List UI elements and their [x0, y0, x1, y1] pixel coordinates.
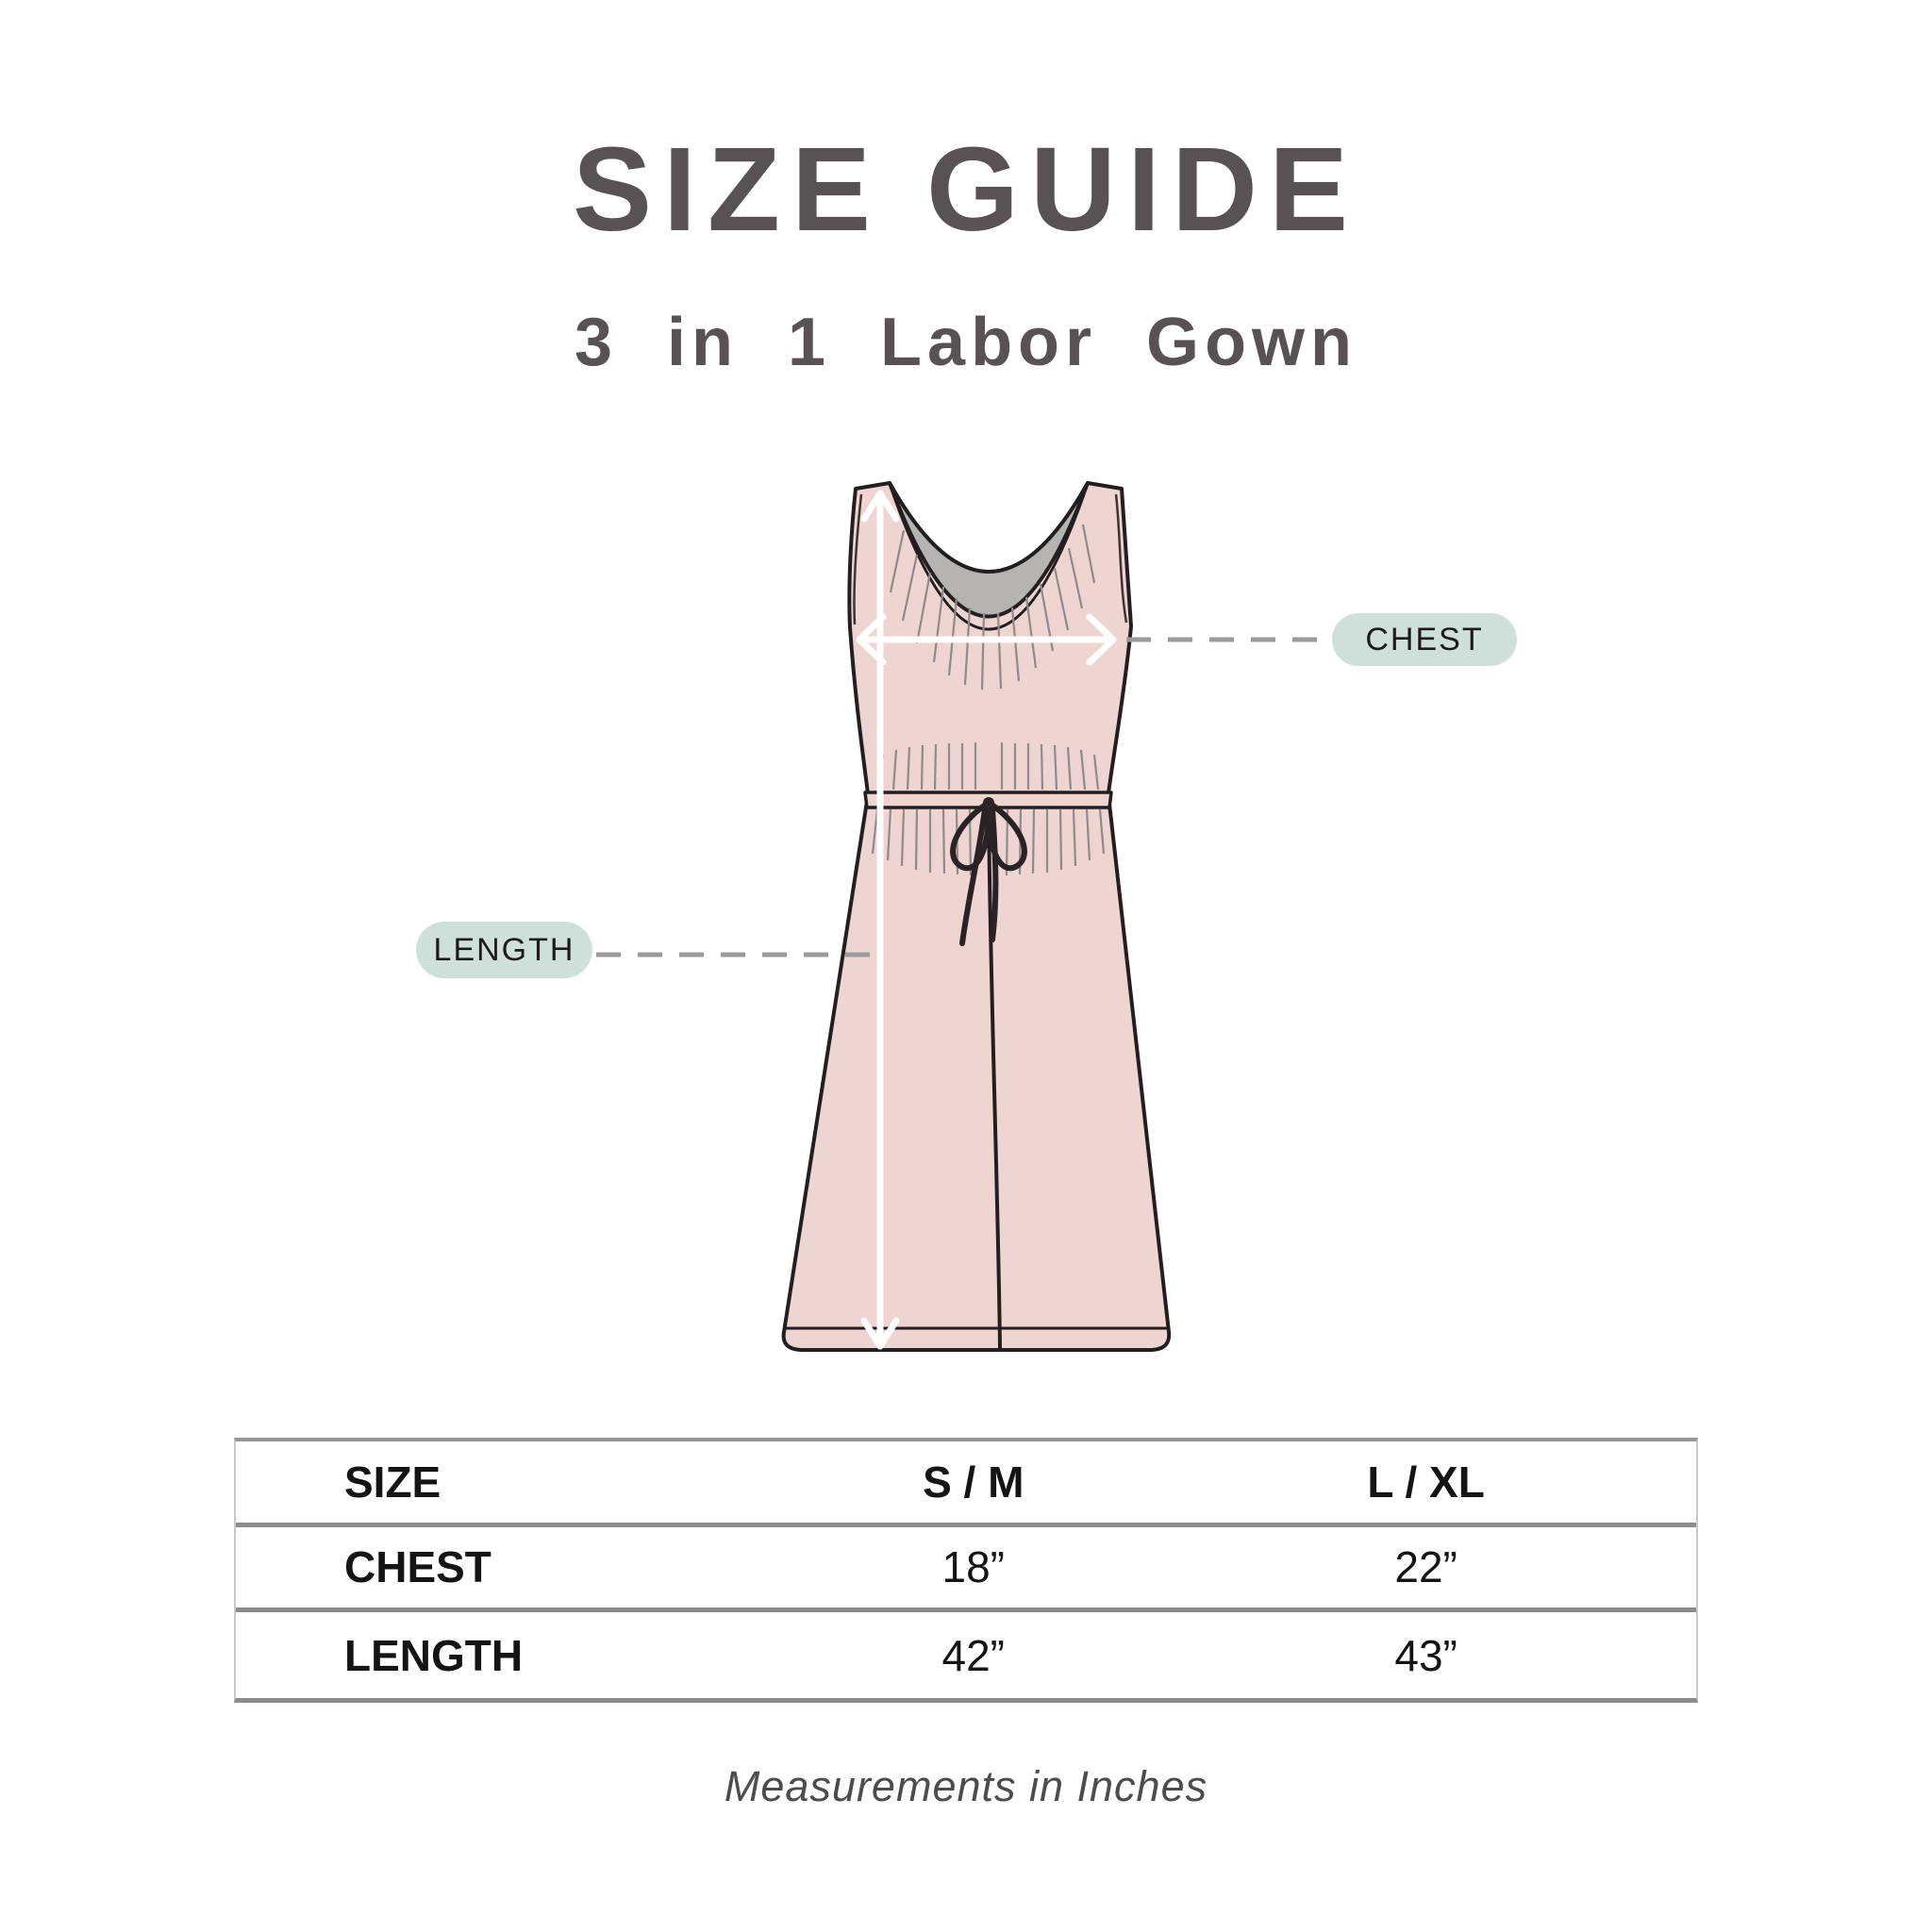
gown-skirt [781, 793, 1172, 1352]
length-value-sm: 42” [941, 1630, 1005, 1680]
length-label-pill: LENGTH [416, 922, 592, 978]
chest-arrow [856, 613, 1117, 666]
measurement-unit-note: Measurements in Inches [724, 1762, 1208, 1810]
drawstring-bow [950, 797, 1027, 946]
size-table: SIZE S / M L / XL CHEST 18” 22” LENGTH 4… [234, 1438, 1698, 1703]
table-header-row: SIZE S / M L / XL [236, 1441, 1696, 1527]
neckline-binding [891, 493, 1086, 631]
chest-label-pill: CHEST [1332, 613, 1517, 666]
table-row-chest: CHEST 18” 22” [236, 1527, 1696, 1613]
waist-gathers-bottom [871, 808, 1106, 876]
strap-binding [853, 493, 1128, 625]
chest-value-lxl: 22” [1394, 1542, 1457, 1592]
table-row-length: LENGTH 42” 43” [236, 1612, 1696, 1698]
page-title: SIZE GUIDE [572, 123, 1360, 256]
product-name-subtitle: 3 in 1 Labor Gown [574, 305, 1358, 380]
length-value-lxl: 43” [1394, 1630, 1457, 1680]
chest-value-sm: 18” [941, 1542, 1005, 1592]
column-header-sm: S / M [923, 1457, 1024, 1507]
column-header-size: SIZE [344, 1457, 441, 1507]
row-label-chest: CHEST [344, 1542, 491, 1592]
wrap-overlap-line [987, 808, 1002, 1349]
column-header-lxl: L / XL [1367, 1457, 1485, 1507]
row-label-length: LENGTH [344, 1630, 524, 1680]
